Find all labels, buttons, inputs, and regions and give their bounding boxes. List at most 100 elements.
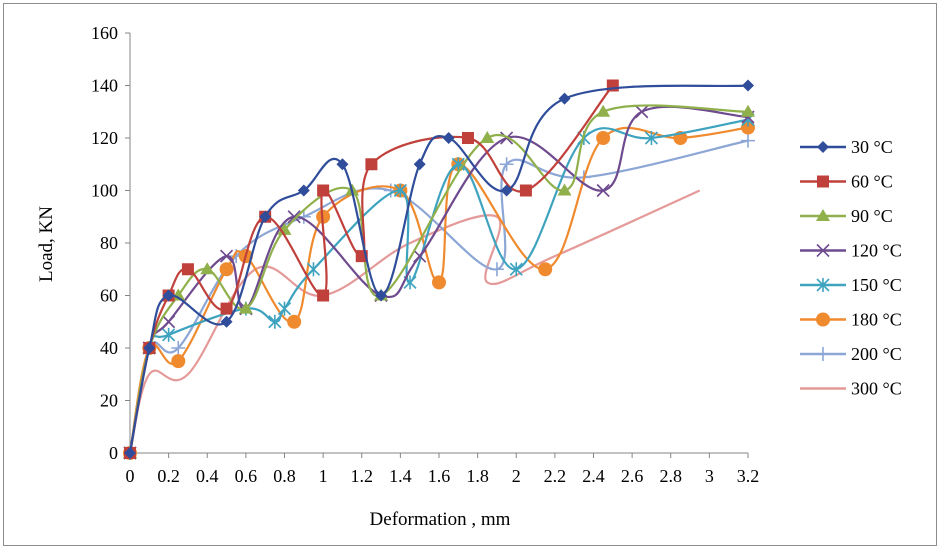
data-point [181,263,194,276]
x-tick-label: 2.2 [544,466,567,486]
data-point [171,341,186,355]
x-tick-label: 2.4 [582,466,605,486]
x-tick-label: 0.4 [196,466,219,486]
data-point [451,157,465,172]
x-tick-label: 1.6 [428,466,451,486]
y-tick-label: 20 [100,391,118,411]
data-point [317,184,330,197]
legend-label: 180 °C [851,310,902,330]
data-point [287,314,302,329]
data-point [558,92,571,105]
data-point [238,301,253,314]
legend-label: 90 °C [851,206,893,226]
data-point [200,262,215,275]
x-tick-label: 2 [512,466,521,486]
data-point [124,447,136,459]
data-point [306,262,321,277]
data-point [171,288,186,301]
x-tick-label: 0.6 [235,466,258,486]
data-point [219,249,234,263]
data-point [596,131,611,145]
data-point [375,289,388,302]
x-tick-label: 1.8 [466,466,489,486]
data-point [171,354,186,369]
data-point [489,262,504,277]
x-tick-label: 3 [705,466,714,486]
legend-label: 200 °C [851,344,902,364]
x-tick-label: 0.2 [157,466,180,486]
data-point [596,104,611,117]
series-30-c [124,79,754,459]
data-point [220,315,233,328]
series-line [128,189,701,454]
legend-swatch-marker [816,278,830,292]
legend: 30 °C 60 °C 90 °C 120 °C 150 °C 180 °C 200 °C 3… [800,137,902,399]
legend-label: 60 °C [851,172,893,192]
x-tick-label: 0 [126,466,135,486]
y-tick-label: 60 [100,286,118,306]
data-point [220,302,233,315]
data-point [461,132,474,144]
legend-item: 300 °C [800,379,902,399]
data-point [143,342,156,354]
x-tick-label: 0.8 [273,466,296,486]
data-point [509,262,523,277]
legend-item: 120 °C [800,241,902,261]
y-tick-label: 40 [100,338,118,358]
legend-item: 200 °C [800,344,902,364]
data-point [162,327,176,342]
data-point [432,275,446,290]
data-point [442,132,455,144]
legend-swatch-marker [817,141,829,153]
series-line [128,139,749,454]
data-point [297,184,310,197]
legend-swatch-marker [817,175,829,188]
data-point [162,315,176,329]
data-point [219,262,234,277]
legend-item: 90 °C [800,206,893,226]
data-point [499,157,514,172]
data-point [557,183,572,196]
legend-item: 30 °C [800,137,893,157]
y-axis-title: Load, KN [36,206,57,282]
data-point [393,183,407,198]
x-tick-label: 2.8 [660,466,683,486]
x-tick-label: 1 [319,466,328,486]
data-point [538,262,553,277]
data-point [519,184,532,197]
series-180-c [123,120,755,460]
y-tick-label: 140 [91,76,118,96]
legend-swatch-marker [816,312,830,327]
legend-item: 150 °C [800,275,902,295]
legend-label: 150 °C [851,275,902,295]
legend-item: 60 °C [800,172,893,192]
y-tick-label: 0 [109,443,118,463]
legend-label: 120 °C [851,241,902,261]
data-point [480,131,495,143]
x-axis-title: Deformation , mm [370,509,511,530]
data-point [635,105,649,119]
data-point [596,183,610,198]
series-line [128,126,749,454]
x-tick-label: 1.4 [389,466,412,486]
axes: 0 20 40 60 80 100 120 140 160 0 0.2 0.4 0.6 0.8 1 1.2 1.… [91,23,759,486]
data-point [317,289,330,302]
x-tick-label: 1.2 [351,466,374,486]
legend-item: 180 °C [800,310,902,330]
legend-label: 30 °C [851,137,893,157]
x-tick-label: 3.2 [737,466,760,486]
y-tick-label: 160 [91,23,118,43]
y-tick-label: 100 [91,181,118,201]
y-tick-label: 80 [100,233,118,253]
data-point [742,79,754,92]
legend-swatch-marker [816,243,830,258]
data-point [413,158,426,171]
data-point [277,301,292,316]
data-point [162,289,175,302]
data-point [365,158,378,171]
data-point [741,133,755,148]
legend-swatch-marker [816,347,830,361]
series-300-c [128,189,701,454]
legend-label: 300 °C [851,379,902,399]
